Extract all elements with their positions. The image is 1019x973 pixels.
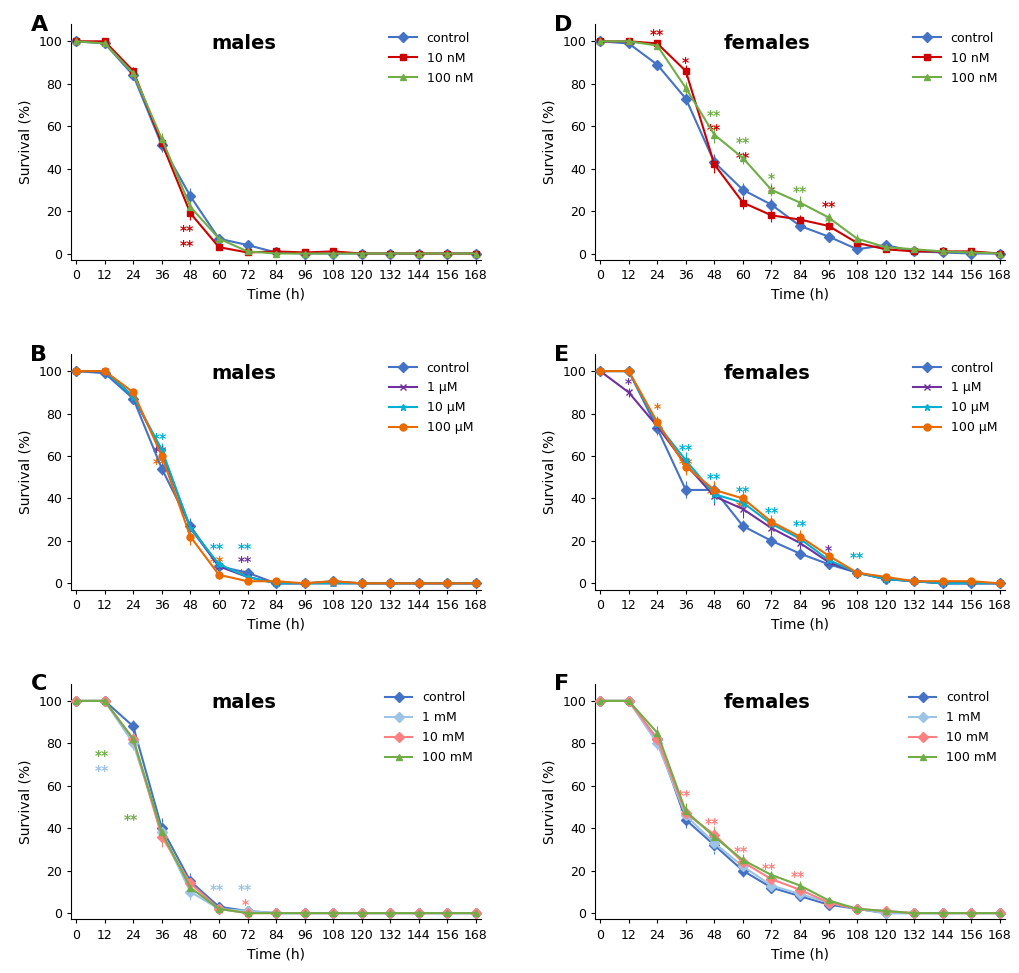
Text: **: **: [179, 239, 194, 253]
Text: females: females: [723, 364, 810, 382]
Text: **: **: [790, 870, 804, 884]
Text: *: *: [242, 898, 249, 912]
Text: **: **: [209, 883, 223, 897]
Text: *: *: [824, 545, 832, 559]
Text: **: **: [95, 764, 109, 778]
Text: **: **: [733, 845, 747, 858]
Text: *: *: [765, 875, 772, 888]
Text: females: females: [723, 694, 810, 712]
Text: *: *: [737, 859, 744, 874]
Text: *: *: [653, 402, 660, 416]
Text: C: C: [31, 674, 47, 695]
Text: *: *: [680, 805, 687, 818]
Text: *: *: [625, 377, 632, 391]
X-axis label: Time (h): Time (h): [770, 287, 828, 302]
Text: **: **: [179, 224, 194, 238]
Text: A: A: [31, 15, 48, 35]
Text: males: males: [211, 694, 275, 712]
Text: F: F: [554, 674, 569, 695]
Text: **: **: [792, 185, 806, 199]
Legend: control, 1 μM, 10 μM, 100 μM: control, 1 μM, 10 μM, 100 μM: [384, 357, 478, 439]
Text: **: **: [735, 486, 749, 499]
Text: *: *: [767, 172, 774, 186]
Y-axis label: Survival (%): Survival (%): [542, 760, 556, 844]
Text: **: **: [706, 109, 720, 123]
Legend: control, 10 nM, 100 nM: control, 10 nM, 100 nM: [907, 27, 1002, 90]
Text: **: **: [735, 151, 749, 165]
Text: **: **: [706, 487, 720, 501]
Text: **: **: [735, 136, 749, 150]
Text: **: **: [649, 28, 663, 42]
Text: **: **: [237, 556, 252, 569]
Text: **: **: [792, 519, 806, 533]
Text: males: males: [211, 34, 275, 53]
X-axis label: Time (h): Time (h): [770, 617, 828, 631]
Text: **: **: [152, 432, 166, 446]
Text: D: D: [554, 15, 573, 35]
Text: **: **: [849, 551, 863, 565]
Legend: control, 1 mM, 10 mM, 100 mM: control, 1 mM, 10 mM, 100 mM: [903, 686, 1002, 769]
Text: **: **: [706, 472, 720, 486]
Y-axis label: Survival (%): Survival (%): [19, 430, 33, 514]
Text: **: **: [209, 542, 223, 557]
Text: **: **: [152, 457, 166, 472]
X-axis label: Time (h): Time (h): [247, 287, 305, 302]
Text: **: **: [123, 812, 138, 827]
Text: **: **: [678, 443, 692, 456]
Text: **: **: [735, 500, 749, 514]
X-axis label: Time (h): Time (h): [247, 617, 305, 631]
Legend: control, 1 mM, 10 mM, 100 mM: control, 1 mM, 10 mM, 100 mM: [380, 686, 478, 769]
Y-axis label: Survival (%): Survival (%): [542, 100, 556, 184]
Text: *: *: [824, 215, 832, 229]
Text: **: **: [676, 789, 690, 804]
Text: **: **: [237, 568, 252, 582]
Y-axis label: Survival (%): Survival (%): [542, 430, 556, 514]
Text: **: **: [706, 124, 720, 137]
Text: **: **: [704, 817, 718, 831]
Text: *: *: [682, 55, 689, 69]
Legend: control, 1 μM, 10 μM, 100 μM: control, 1 μM, 10 μM, 100 μM: [907, 357, 1002, 439]
Text: *: *: [767, 185, 774, 199]
Text: **: **: [152, 445, 166, 458]
Text: males: males: [211, 364, 275, 382]
Text: **: **: [761, 861, 775, 876]
Text: *: *: [767, 522, 774, 535]
Text: E: E: [554, 344, 569, 365]
Text: **: **: [678, 457, 692, 472]
Y-axis label: Survival (%): Survival (%): [19, 760, 33, 844]
Text: **: **: [763, 506, 777, 521]
Text: **: **: [95, 749, 109, 763]
Text: **: **: [820, 199, 835, 214]
Text: **: **: [209, 556, 223, 569]
Text: **: **: [237, 542, 252, 557]
Text: *: *: [708, 832, 715, 846]
Legend: control, 10 nM, 100 nM: control, 10 nM, 100 nM: [384, 27, 478, 90]
X-axis label: Time (h): Time (h): [770, 947, 828, 961]
Text: females: females: [723, 34, 810, 53]
X-axis label: Time (h): Time (h): [247, 947, 305, 961]
Y-axis label: Survival (%): Survival (%): [19, 100, 33, 184]
Text: B: B: [31, 344, 48, 365]
Text: **: **: [237, 883, 252, 897]
